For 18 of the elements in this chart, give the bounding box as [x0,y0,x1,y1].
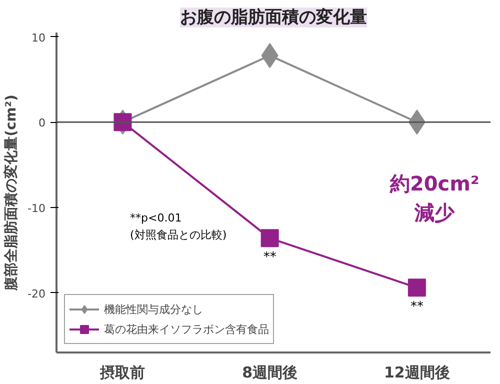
y-axis-title: 腹部全脂肪面積の変化量(cm²) [2,94,20,292]
annotation: ** [263,250,277,266]
x-tick-label: 12週間後 [384,364,450,382]
point [114,113,132,132]
legend-label: 葛の花由来イソフラボン含有食品 [104,322,269,336]
point [408,278,426,297]
x-tick-label: 摂取前 [99,364,146,382]
y-tick-label: 0 [38,116,46,130]
annotation: 約20cm² 減少 [388,172,480,224]
y-tick-label: -20 [28,287,46,300]
annotation: **p<0.01 (対照食品との比較) [130,212,227,242]
point [260,229,279,248]
x-tick-label: 8週間後 [242,364,298,382]
annotation: ** [410,300,424,315]
y-tick-label: -10 [28,202,46,215]
legend-label: 機能性関与成分なし [104,302,203,316]
y-tick-label: 10 [32,31,46,44]
chart-title: お腹の脂肪面積の変化量 [180,8,367,28]
